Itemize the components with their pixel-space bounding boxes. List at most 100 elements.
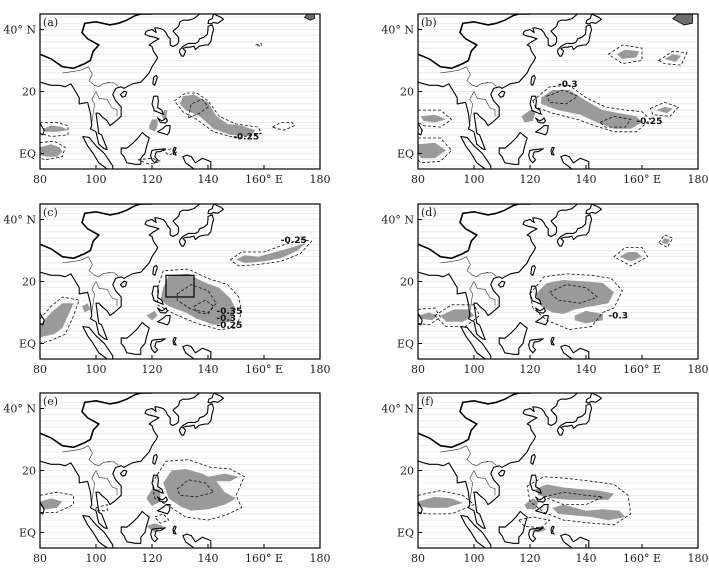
- y-tick-label: EQ: [397, 338, 414, 351]
- country-border-3: [440, 256, 467, 264]
- panel-label: (b): [421, 16, 437, 29]
- country-border-3: [440, 445, 467, 453]
- island-outline-12: [418, 312, 423, 326]
- country-border-4: [485, 81, 489, 84]
- island-outline-8: [82, 135, 114, 169]
- x-tick-label: 100: [86, 173, 107, 186]
- y-tick-label: 20: [400, 465, 414, 478]
- country-border-3: [62, 66, 89, 74]
- x-tick-label: 80: [411, 552, 425, 565]
- shaded-region-a-0: [180, 94, 256, 137]
- region-border: [40, 204, 152, 260]
- island-outline-11: [560, 344, 590, 359]
- x-tick-label: 160° E: [623, 552, 661, 565]
- x-tick-label: 180: [688, 363, 709, 376]
- island-outline-6: [157, 504, 171, 515]
- x-tick-label: 180: [310, 552, 331, 565]
- x-tick-label: 160° E: [623, 173, 661, 186]
- shaded-region-b-6: [521, 110, 536, 123]
- x-tick-label: 100: [464, 363, 485, 376]
- island-outline-9: [150, 148, 166, 164]
- island-outline-8: [82, 514, 114, 548]
- shaded-region-e-3: [146, 489, 161, 507]
- island-outline-4: [151, 285, 164, 305]
- shaded-region-b-0: [541, 90, 642, 129]
- x-tick-label: 80: [411, 173, 425, 186]
- island-outline-12: [40, 122, 45, 136]
- contour-label: -0.25: [281, 236, 307, 246]
- island-outline-3: [119, 90, 128, 98]
- contour-line-f-6: [418, 490, 475, 515]
- island-outline-2: [530, 74, 536, 86]
- shaded-region-a-2: [40, 144, 63, 157]
- island-outline-2: [530, 264, 536, 276]
- panel-label: (d): [421, 206, 437, 219]
- shaded-region-d-5: [661, 238, 670, 245]
- panel-label: (f): [421, 395, 434, 408]
- island-outline-8: [82, 325, 114, 359]
- region-box: [165, 274, 195, 298]
- asia-coastline: [40, 204, 200, 341]
- island-outline-5: [535, 496, 546, 503]
- y-tick-label: 40° N: [3, 24, 36, 37]
- country-border-0: [466, 445, 497, 467]
- country-border-0: [466, 66, 497, 88]
- island-outline-3: [497, 90, 506, 98]
- island-outline-5: [157, 496, 168, 503]
- island-outline-4: [529, 285, 542, 305]
- x-tick-label: 100: [86, 552, 107, 565]
- y-tick-label: 40° N: [3, 403, 36, 416]
- shaded-region-d-4: [619, 252, 642, 262]
- region-border: [40, 14, 152, 70]
- island-outline-12: [418, 122, 423, 136]
- island-outline-1: [585, 14, 602, 25]
- country-border-0: [88, 256, 119, 278]
- island-outline-11: [182, 344, 212, 359]
- x-tick-label: 80: [411, 363, 425, 376]
- country-border-1: [473, 281, 496, 307]
- contour-line-b-13: [649, 101, 680, 117]
- asia-coastline: [40, 393, 200, 530]
- y-tick-label: 40° N: [381, 24, 414, 37]
- country-border-3: [62, 445, 89, 453]
- x-tick-label: 140: [576, 173, 597, 186]
- contour-line-e-7: [95, 504, 108, 512]
- island-outline-0: [178, 403, 215, 436]
- contour-line-d-11: [548, 284, 598, 304]
- shaded-region-b-2: [616, 49, 640, 59]
- asia-coastline: [418, 204, 578, 341]
- shaded-region-f-3: [524, 498, 539, 510]
- contour-line-b-10: [418, 137, 453, 164]
- shaded-region-e-0: [163, 469, 236, 511]
- country-border-3: [62, 256, 89, 264]
- island-outline-10: [550, 525, 555, 535]
- region-border: [418, 14, 530, 70]
- contour-line-f-7: [542, 491, 605, 505]
- island-outline-6: [535, 315, 549, 326]
- shaded-region-a-4: [161, 110, 168, 120]
- x-tick-label: 120: [142, 552, 163, 565]
- x-tick-label: 120: [520, 552, 541, 565]
- country-border-4: [107, 460, 111, 463]
- island-outline-3: [497, 469, 506, 477]
- x-tick-label: 100: [464, 173, 485, 186]
- contour-line-b-15: [599, 115, 632, 128]
- island-outline-2: [152, 264, 158, 276]
- island-outline-10: [172, 336, 177, 346]
- island-outline-11: [560, 533, 590, 548]
- x-tick-label: 140: [576, 363, 597, 376]
- contour-line-b-12: [658, 50, 688, 66]
- island-outline-2: [530, 453, 536, 465]
- shaded-region-b-3: [664, 54, 682, 62]
- shaded-region-b-5: [418, 142, 446, 159]
- shaded-region-f-2: [418, 496, 463, 508]
- contour-line-c-9: [193, 299, 215, 315]
- island-outline-9: [150, 338, 166, 354]
- x-tick-label: 160° E: [245, 173, 283, 186]
- island-outline-7: [120, 131, 150, 165]
- y-tick-label: EQ: [19, 527, 36, 540]
- island-outline-10: [550, 336, 555, 346]
- island-outline-12: [418, 501, 423, 515]
- shaded-region-b-1: [656, 107, 673, 114]
- island-outline-10: [172, 146, 177, 156]
